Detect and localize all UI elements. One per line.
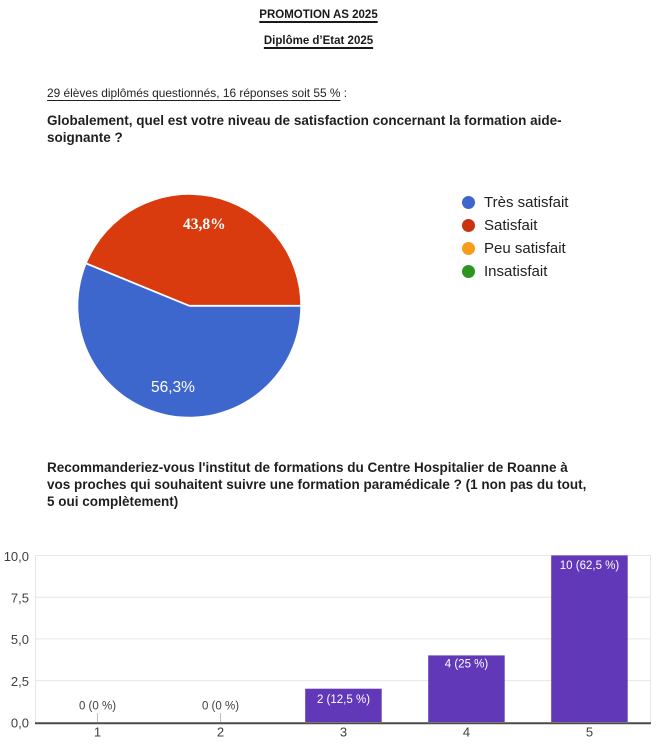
svg-text:4: 4 bbox=[463, 725, 470, 740]
svg-text:10 (62,5 %): 10 (62,5 %) bbox=[560, 560, 620, 572]
svg-text:2,5: 2,5 bbox=[11, 674, 29, 689]
svg-text:7,5: 7,5 bbox=[11, 591, 29, 606]
svg-text:5: 5 bbox=[586, 725, 593, 740]
svg-text:4 (25 %): 4 (25 %) bbox=[445, 659, 489, 671]
svg-text:0 (0 %): 0 (0 %) bbox=[79, 701, 116, 713]
svg-text:3: 3 bbox=[340, 725, 347, 740]
svg-text:1: 1 bbox=[94, 725, 101, 740]
svg-text:2: 2 bbox=[217, 725, 224, 740]
svg-text:5,0: 5,0 bbox=[11, 632, 29, 647]
svg-text:0,0: 0,0 bbox=[11, 716, 29, 731]
svg-text:10,0: 10,0 bbox=[4, 549, 29, 564]
svg-text:0 (0 %): 0 (0 %) bbox=[202, 701, 239, 713]
svg-text:2 (12,5 %): 2 (12,5 %) bbox=[317, 694, 370, 706]
